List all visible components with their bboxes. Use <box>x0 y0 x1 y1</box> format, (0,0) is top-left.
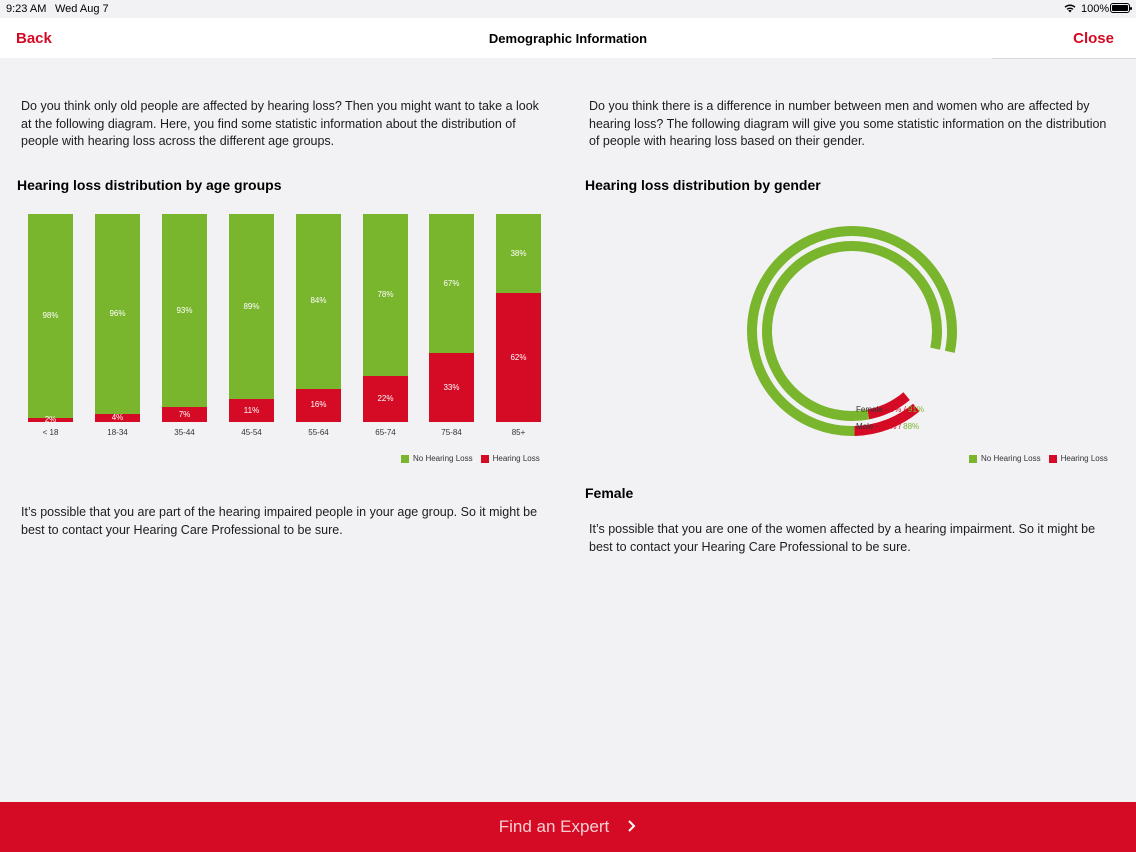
bar-label-loss: 2% <box>44 414 57 424</box>
bar-label-no-loss: 89% <box>243 301 260 311</box>
bar-column: 84% 16% <box>296 214 341 422</box>
bar-label-loss: 16% <box>310 400 327 410</box>
legend-swatch-green <box>969 454 977 463</box>
ring-label-male-separator: / <box>896 422 904 431</box>
ring-label-female-separator: / <box>901 405 909 414</box>
navigation-bar: Back Demographic Information Close <box>0 18 1136 58</box>
bar-column: 78% 22% <box>363 214 408 422</box>
legend-label-no-loss: No Hearing Loss <box>413 454 473 463</box>
legend-item-loss: Hearing Loss <box>1048 454 1108 463</box>
gender-chart-legend: No Hearing Loss Hearing Loss <box>969 454 1116 463</box>
bar-segment-loss <box>429 353 474 422</box>
battery-percent: 100% <box>1081 3 1110 15</box>
legend-item-loss: Hearing Loss <box>480 454 540 463</box>
age-outro-text: It’s possible that you are part of the h… <box>21 505 538 537</box>
bar-segment-loss <box>229 399 274 422</box>
bar-column: 96% 4% <box>95 214 140 422</box>
bar-column: 93% 7% <box>162 214 207 422</box>
bar-segment-no-loss <box>496 214 541 294</box>
bar-segment-loss <box>95 413 140 422</box>
chevron-right-icon <box>627 817 637 838</box>
bar-label-loss: 22% <box>377 394 394 404</box>
ring-inner-no-loss-arc <box>762 241 942 421</box>
bar-segment-loss <box>296 388 341 422</box>
ring-outer-no-loss-arc <box>747 226 957 436</box>
bar-label-loss: 62% <box>510 352 527 362</box>
bar-column: 67% 33% <box>429 214 474 422</box>
gender-ring-chart <box>747 226 957 436</box>
nav-divider <box>992 58 1136 59</box>
x-axis-tick-label: 85+ <box>511 428 526 437</box>
bar-label-loss: 7% <box>178 409 191 419</box>
ring-label-female: Female - 9% / 91% <box>856 405 924 414</box>
find-expert-label: Find an Expert <box>498 817 610 836</box>
ring-label-male: Male - 12% / 88% <box>856 422 919 431</box>
ring-label-female-name: Female - <box>856 405 890 414</box>
age-chart-heading: Hearing loss distribution by age groups <box>17 177 282 193</box>
bar-segment-no-loss <box>95 214 140 414</box>
page-title: Demographic Information <box>488 31 648 46</box>
bar-label-no-loss: 96% <box>109 308 126 318</box>
gender-intro-text: Do you think there is a difference in nu… <box>589 99 1107 148</box>
x-axis-tick-label: 45-54 <box>241 428 262 437</box>
x-axis-tick-label: 65-74 <box>375 428 396 437</box>
bar-label-loss: 33% <box>443 382 460 392</box>
status-bar: 9:23 AM Wed Aug 7 100% <box>0 0 1136 18</box>
bar-label-no-loss: 78% <box>377 290 394 300</box>
x-axis-tick-label: 35-44 <box>174 428 195 437</box>
legend-label-loss: Hearing Loss <box>492 454 540 463</box>
bar-segment-no-loss <box>296 214 341 389</box>
age-intro-text: Do you think only old people are affecte… <box>21 99 539 148</box>
bar-column: 38% 62% <box>496 214 541 422</box>
x-axis-tick-label: < 18 <box>42 428 59 437</box>
bar-label-no-loss: 67% <box>443 278 460 288</box>
bar-segment-no-loss <box>363 214 408 377</box>
bar-label-loss: 11% <box>243 405 260 415</box>
bar-label-no-loss: 93% <box>176 305 193 315</box>
back-button[interactable]: Back <box>16 30 52 47</box>
find-expert-button[interactable]: Find an Expert <box>0 802 1136 852</box>
bar-segment-loss <box>363 376 408 422</box>
bar-column: 89% 11% <box>229 214 274 422</box>
bar-segment-loss <box>28 417 73 422</box>
battery-icon <box>1110 3 1132 13</box>
bar-segment-no-loss <box>28 214 73 418</box>
ring-outer-loss-arc <box>854 403 920 436</box>
ring-label-female-no-loss: 91% <box>908 405 925 414</box>
bar-segment-no-loss <box>429 214 474 354</box>
ring-label-male-loss: 12% <box>880 422 897 431</box>
status-time: 9:23 AM <box>6 3 47 15</box>
gender-chart-heading: Hearing loss distribution by gender <box>585 177 821 193</box>
bar-segment-no-loss <box>162 214 207 408</box>
legend-label-no-loss: No Hearing Loss <box>981 454 1041 463</box>
legend-swatch-green <box>401 454 409 463</box>
x-axis-tick-label: 18-34 <box>107 428 128 437</box>
legend-label-loss: Hearing Loss <box>1060 454 1108 463</box>
ring-label-male-no-loss: 88% <box>903 422 920 431</box>
x-axis-tick-label: 55-64 <box>308 428 329 437</box>
ring-inner-loss-arc <box>867 392 910 420</box>
gender-sub-heading: Female <box>585 485 634 501</box>
bar-column: 98% 2% <box>28 214 73 424</box>
bar-segment-loss <box>496 293 541 422</box>
legend-item-no-loss: No Hearing Loss <box>969 454 1041 463</box>
wifi-icon <box>1063 3 1077 16</box>
bar-label-loss: 4% <box>111 412 124 422</box>
status-date: Wed Aug 7 <box>55 3 109 15</box>
bar-label-no-loss: 84% <box>310 296 327 306</box>
ring-label-female-loss: 9% <box>889 405 902 414</box>
close-button[interactable]: Close <box>1073 30 1114 47</box>
bar-label-no-loss: 38% <box>510 248 527 258</box>
legend-swatch-red <box>480 454 489 463</box>
x-axis-tick-label: 75-84 <box>441 428 462 437</box>
bar-segment-loss <box>162 407 207 422</box>
bar-label-no-loss: 98% <box>42 310 59 320</box>
gender-outro-text: It’s possible that you are one of the wo… <box>589 522 1096 554</box>
legend-swatch-red <box>1048 454 1057 463</box>
age-chart-legend: No Hearing Loss Hearing Loss <box>401 454 548 463</box>
ring-label-male-name: Male - <box>856 422 881 431</box>
bar-segment-no-loss <box>229 214 274 400</box>
legend-item-no-loss: No Hearing Loss <box>401 454 473 463</box>
